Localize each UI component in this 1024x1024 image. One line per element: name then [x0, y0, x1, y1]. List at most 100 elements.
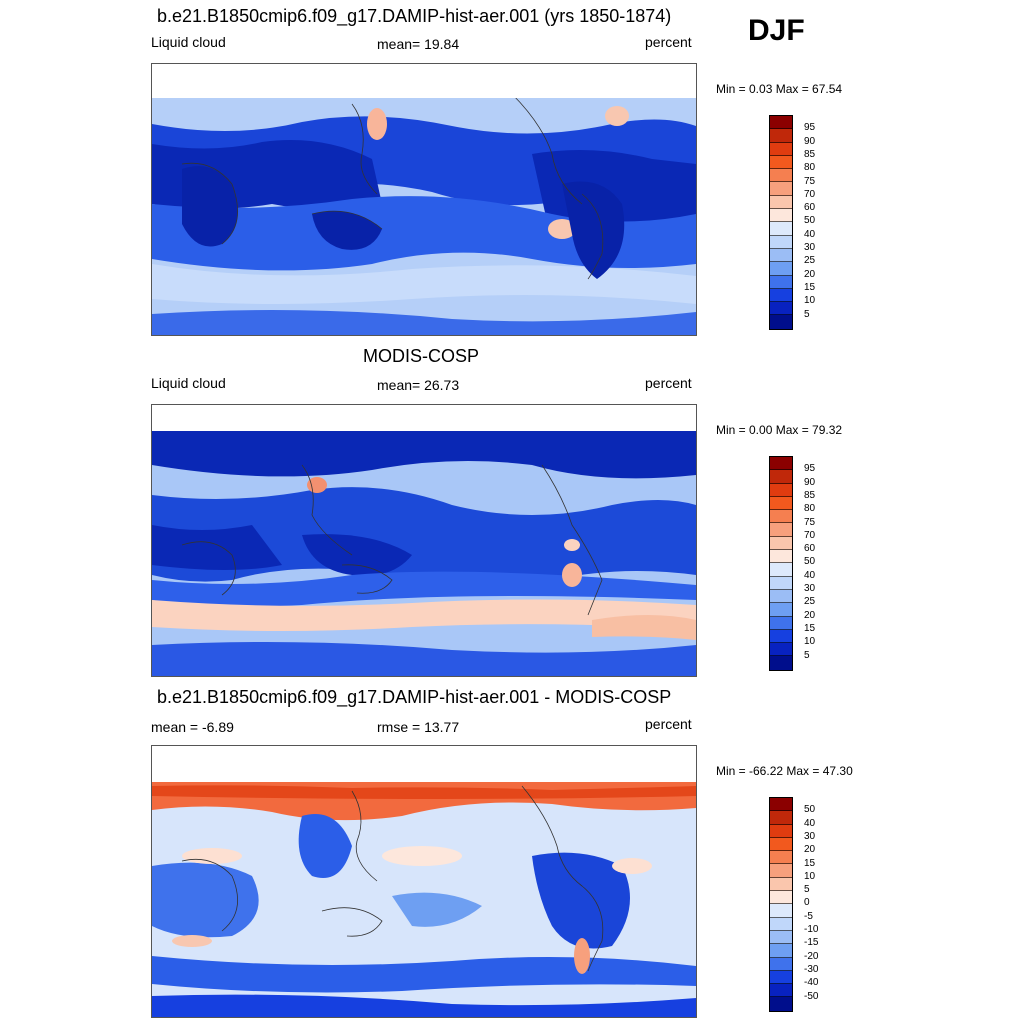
- colorbar-swatch: [770, 824, 792, 838]
- colorbar-swatch: [770, 496, 792, 511]
- colorbar-swatch: [770, 563, 792, 577]
- colorbar-tick-label: 50: [804, 215, 816, 227]
- colorbar-swatch: [770, 457, 792, 471]
- colorbar-tick-label: 30: [804, 830, 816, 842]
- colorbar-tick-label: -40: [804, 977, 819, 989]
- panel-title: b.e21.B1850cmip6.f09_g17.DAMIP-hist-aer.…: [157, 687, 672, 707]
- colorbar-swatch: [770, 589, 792, 604]
- colorbar-tick-label: 15: [804, 857, 816, 869]
- colorbar-swatch: [770, 302, 792, 316]
- map-plot: [151, 404, 697, 677]
- colorbar-swatch: [770, 510, 792, 524]
- colorbar-tick-label: 20: [804, 844, 816, 856]
- colorbar-tick-label: 15: [804, 622, 816, 634]
- colorbar-tick-label: 60: [804, 543, 816, 555]
- min-max-label: Min = 0.03 Max = 67.54: [716, 82, 843, 96]
- colorbar-tick-label: 70: [804, 529, 816, 541]
- colorbar-tick-label: 95: [804, 463, 816, 475]
- colorbar-swatch: [770, 603, 792, 617]
- colorbar-swatch: [770, 930, 792, 945]
- colorbar-tick-label: 80: [804, 503, 816, 515]
- colorbar-tick-label: 25: [804, 596, 816, 608]
- colorbar-tick-label: 40: [804, 569, 816, 581]
- colorbar-swatch: [770, 811, 792, 825]
- colorbar-tick-label: 90: [804, 135, 816, 147]
- variable-label: Liquid cloud: [151, 34, 226, 50]
- colorbar-swatch: [770, 523, 792, 537]
- colorbar-swatch: [770, 656, 792, 670]
- colorbar-tick-label: 30: [804, 242, 816, 253]
- colorbar-swatch: [770, 288, 792, 303]
- colorbar-swatch: [770, 798, 792, 812]
- colorbar-tick-label: 25: [804, 255, 816, 267]
- rmse-label: rmse = 13.77: [377, 719, 460, 735]
- colorbar-swatch: [770, 262, 792, 276]
- colorbar-swatch: [770, 483, 792, 497]
- colorbar-tick-label: 75: [804, 175, 816, 187]
- colorbar-tick-label: 5: [804, 308, 810, 320]
- mean-label: mean = -6.89: [151, 719, 234, 735]
- colorbar-swatch: [770, 864, 792, 878]
- colorbar-tick-label: -50: [804, 990, 819, 1002]
- colorbar-swatch: [770, 917, 792, 931]
- colorbar-swatch: [770, 142, 792, 156]
- colorbar-swatch: [770, 222, 792, 236]
- colorbar-swatch: [770, 877, 792, 892]
- colorbar-swatch: [770, 837, 792, 852]
- colorbar-tick-label: -5: [804, 910, 813, 922]
- colorbar-swatch: [770, 550, 792, 564]
- colorbar-tick-label: 60: [804, 202, 816, 214]
- min-max-label: Min = 0.00 Max = 79.32: [716, 423, 843, 437]
- map-plot: [151, 63, 697, 336]
- colorbar-swatch: [770, 195, 792, 210]
- colorbar-swatch: [770, 116, 792, 130]
- panel-title: b.e21.B1850cmip6.f09_g17.DAMIP-hist-aer.…: [157, 6, 672, 26]
- colorbar-swatch: [770, 315, 792, 329]
- colorbar-swatch: [770, 248, 792, 263]
- colorbar-tick-label: 5: [804, 884, 810, 896]
- season-label: DJF: [748, 14, 805, 47]
- colorbar-swatch: [770, 155, 792, 170]
- colorbar-tick-label: 75: [804, 516, 816, 528]
- colorbar-tick-label: 85: [804, 148, 816, 160]
- colorbar-tick-label: 90: [804, 476, 816, 488]
- colorbar-swatch: [770, 235, 792, 249]
- colorbar-swatch: [770, 169, 792, 183]
- colorbar-tick-label: 50: [804, 556, 816, 568]
- colorbar-tick-label: -10: [804, 924, 819, 935]
- colorbar-swatch: [770, 576, 792, 590]
- colorbar-tick-label: 95: [804, 122, 816, 134]
- colorbar: [769, 115, 793, 330]
- units-label: percent: [645, 716, 692, 732]
- colorbar-swatch: [770, 629, 792, 644]
- colorbar-tick-label: 0: [804, 897, 810, 909]
- colorbar-swatch: [770, 470, 792, 484]
- colorbar-tick-label: 40: [804, 817, 816, 829]
- colorbar-tick-label: -30: [804, 963, 819, 975]
- units-label: percent: [645, 34, 692, 50]
- colorbar-tick-label: 20: [804, 268, 816, 280]
- colorbar-swatch: [770, 984, 792, 998]
- units-label: percent: [645, 375, 692, 391]
- colorbar-tick-label: 15: [804, 281, 816, 293]
- colorbar-swatch: [770, 536, 792, 551]
- map-plot: [151, 745, 697, 1018]
- colorbar-tick-label: 85: [804, 489, 816, 501]
- colorbar-swatch: [770, 851, 792, 865]
- colorbar-tick-label: 5: [804, 649, 810, 661]
- colorbar-swatch: [770, 209, 792, 223]
- colorbar-tick-label: 10: [804, 870, 816, 882]
- colorbar-tick-label: -20: [804, 950, 819, 962]
- colorbar-swatch: [770, 957, 792, 971]
- colorbar: [769, 797, 793, 1012]
- colorbar-swatch: [770, 997, 792, 1011]
- mean-label: mean= 26.73: [377, 377, 460, 393]
- min-max-label: Min = -66.22 Max = 47.30: [716, 764, 853, 778]
- colorbar: [769, 456, 793, 671]
- colorbar-swatch: [770, 970, 792, 985]
- colorbar-tick-label: 10: [804, 295, 816, 307]
- colorbar-tick-label: -15: [804, 937, 819, 949]
- panel-title: MODIS-COSP: [363, 346, 480, 366]
- colorbar-swatch: [770, 275, 792, 289]
- colorbar-tick-label: 50: [804, 804, 816, 816]
